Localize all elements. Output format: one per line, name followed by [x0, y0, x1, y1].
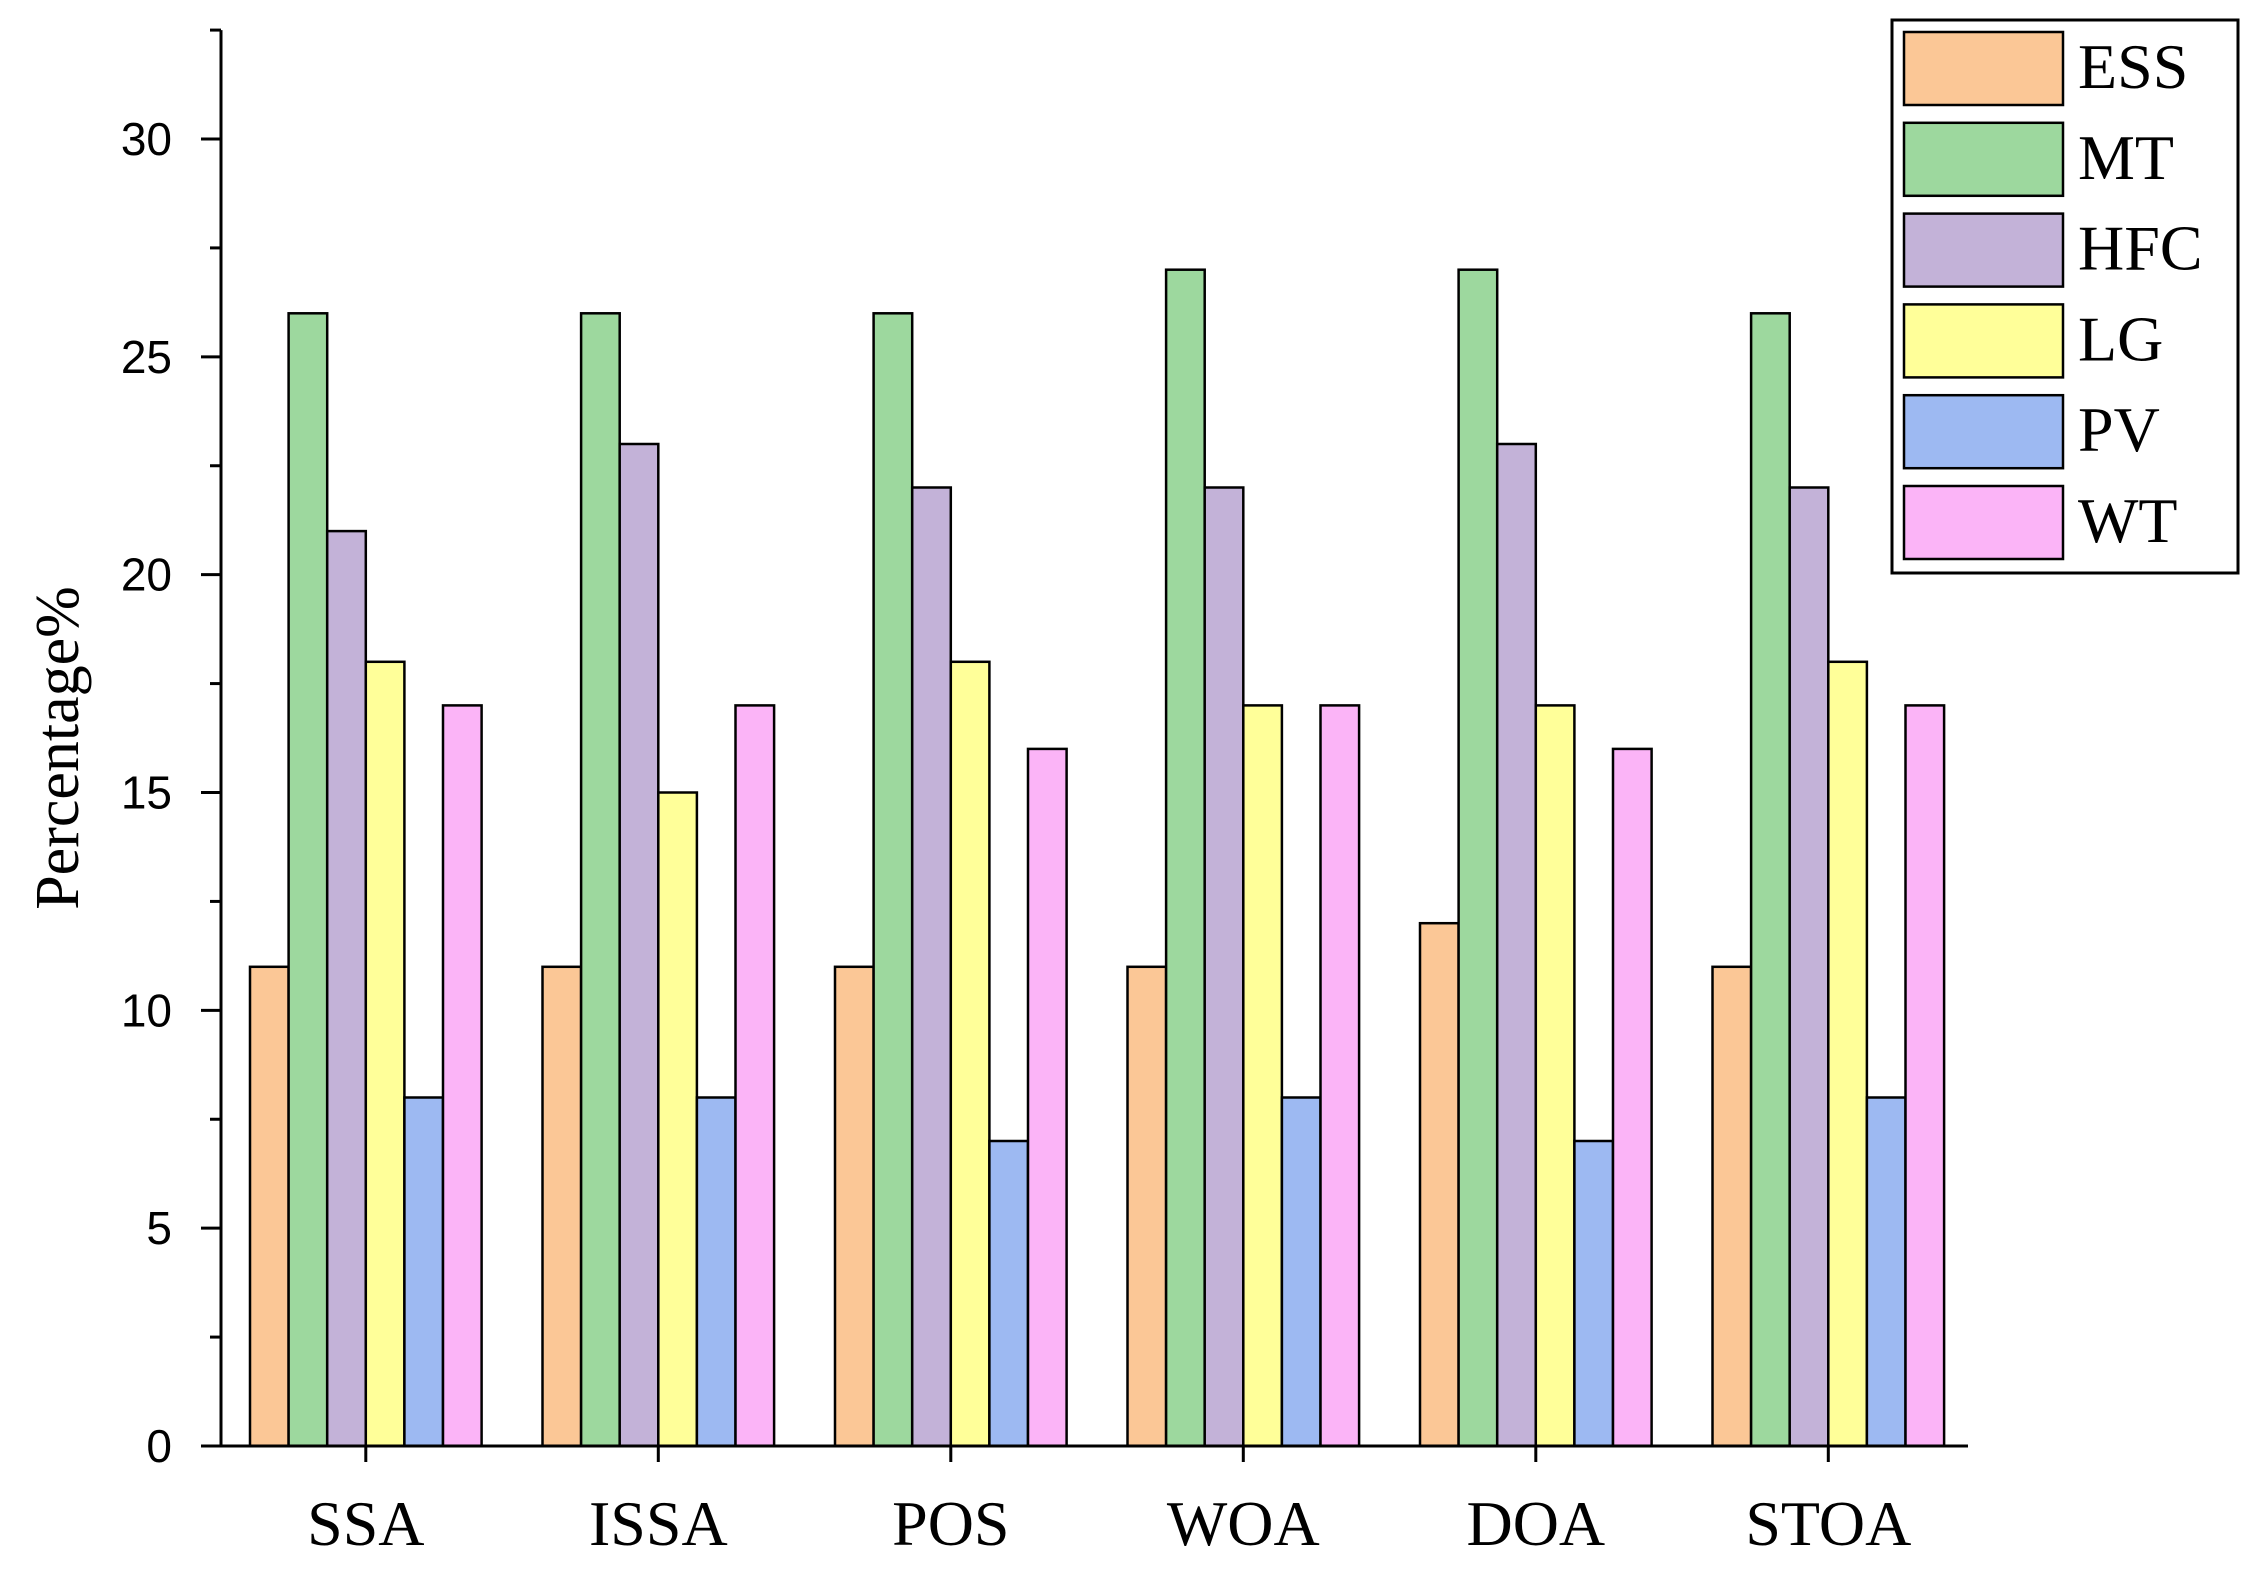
- bar-lg-stoa: [1827, 660, 1869, 1448]
- bar-lg-woa: [1242, 704, 1284, 1448]
- bar-wt-pos: [1026, 747, 1068, 1448]
- y-tick-label: 25: [121, 331, 172, 383]
- bar-pv-woa: [1280, 1096, 1322, 1448]
- bar-wt-issa: [734, 704, 776, 1448]
- bar-ess-stoa: [1711, 965, 1753, 1448]
- y-tick-label: 15: [121, 767, 172, 819]
- legend-swatch-ess: [1902, 30, 2065, 107]
- bar-hfc-woa: [1203, 486, 1245, 1448]
- axes-layer: [201, 28, 1968, 1462]
- legend-swatch-wt: [1902, 484, 2065, 561]
- bar-hfc-issa: [618, 442, 660, 1448]
- y-tick-label: 5: [146, 1202, 172, 1254]
- y-tick-label: 10: [121, 984, 172, 1036]
- legend-swatch-lg: [1902, 303, 2065, 379]
- bar-hfc-doa: [1495, 442, 1538, 1448]
- y-tick-label: 0: [146, 1420, 172, 1472]
- bar-hfc-stoa: [1788, 486, 1830, 1448]
- bar-mt-issa: [579, 312, 621, 1448]
- legend-label-ess: ESS: [2078, 31, 2188, 102]
- legend-label-hfc: HFC: [2078, 213, 2203, 284]
- bar-mt-doa: [1457, 268, 1499, 1448]
- x-tick-label-pos: POS: [892, 1488, 1009, 1559]
- labels-layer: 0 5 10 15 20 25 30 SSA ISSA POS WOA DOA STOA Percenta…: [24, 113, 1911, 1559]
- bar-pv-issa: [695, 1096, 737, 1448]
- x-tick-label-stoa: STOA: [1745, 1488, 1911, 1559]
- bar-wt-woa: [1319, 704, 1361, 1448]
- bar-mt-woa: [1164, 268, 1206, 1448]
- y-tick-label: 20: [121, 549, 172, 601]
- legend-label-lg: LG: [2078, 303, 2163, 374]
- bar-pv-ssa: [403, 1096, 445, 1448]
- bar-mt-pos: [872, 312, 914, 1448]
- bar-hfc-pos: [910, 486, 953, 1448]
- bar-lg-pos: [949, 660, 991, 1448]
- x-tick-label-issa: ISSA: [589, 1488, 728, 1559]
- x-tick-label-woa: WOA: [1167, 1488, 1320, 1559]
- bar-pv-doa: [1573, 1139, 1615, 1448]
- bar-lg-doa: [1534, 704, 1576, 1448]
- legend-box: [1890, 18, 2240, 575]
- bar-pv-pos: [988, 1139, 1030, 1448]
- bar-wt-doa: [1611, 747, 1653, 1448]
- bar-wt-ssa: [441, 704, 483, 1448]
- legend-swatch-pv: [1902, 393, 2065, 470]
- x-tick-label-doa: DOA: [1466, 1488, 1605, 1559]
- bar-mt-ssa: [287, 312, 329, 1448]
- bar-hfc-ssa: [325, 529, 368, 1448]
- bar-lg-ssa: [364, 660, 406, 1448]
- legend: ESS MT HFC LG PV WT: [1890, 18, 2240, 575]
- bar-ess-doa: [1418, 921, 1460, 1448]
- bar-ess-ssa: [248, 965, 290, 1448]
- legend-label-pv: PV: [2078, 394, 2160, 465]
- bar-lg-issa: [657, 791, 699, 1448]
- bar-mt-stoa: [1749, 312, 1791, 1448]
- bar-wt-stoa: [1904, 704, 1946, 1448]
- x-tick-label-ssa: SSA: [307, 1488, 424, 1559]
- y-axis-label: Percentage%: [24, 586, 92, 910]
- legend-label-wt: WT: [2078, 485, 2178, 556]
- legend-swatch-mt: [1902, 121, 2065, 198]
- legend-label-mt: MT: [2078, 122, 2174, 193]
- bar-ess-woa: [1126, 965, 1168, 1448]
- bar-ess-issa: [541, 965, 583, 1448]
- y-tick-label: 30: [121, 113, 172, 165]
- bar-ess-pos: [833, 965, 875, 1448]
- legend-swatch-hfc: [1902, 212, 2065, 288]
- bars-layer: [248, 268, 1946, 1448]
- bar-pv-stoa: [1865, 1096, 1907, 1448]
